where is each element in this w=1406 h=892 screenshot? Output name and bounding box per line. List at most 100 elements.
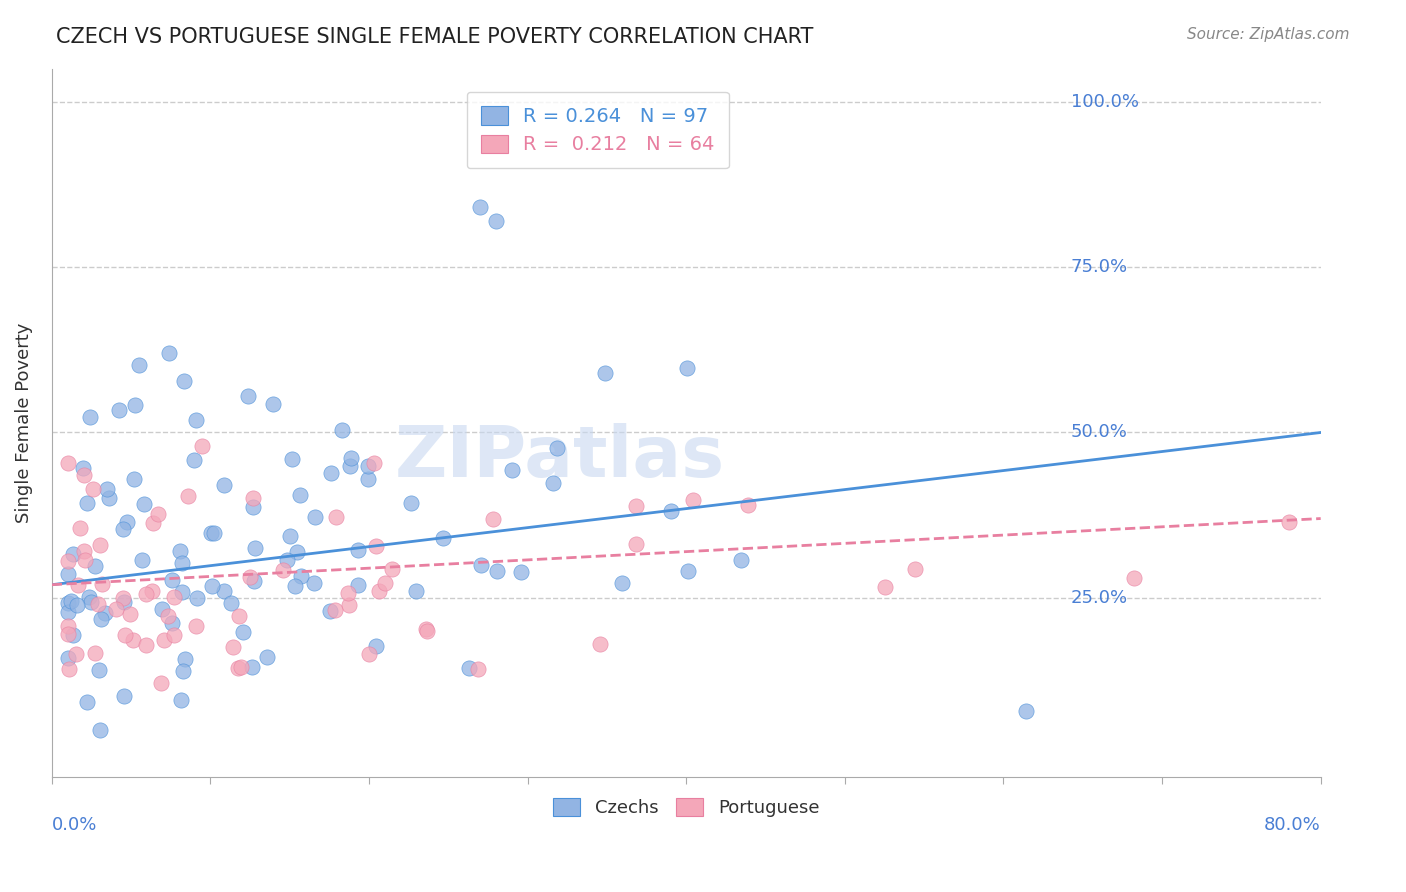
- Portuguese: [163, 627, 186, 641]
- Czechs: [201, 579, 224, 593]
- Portuguese: [56, 627, 79, 641]
- Czechs: [170, 556, 193, 570]
- Czechs: [319, 604, 342, 618]
- Czechs: [659, 504, 682, 518]
- Czechs: [366, 639, 388, 653]
- Czechs: [256, 650, 278, 665]
- Czechs: [59, 594, 82, 608]
- Portuguese: [163, 591, 186, 605]
- Portuguese: [229, 660, 252, 674]
- Czechs: [236, 389, 259, 403]
- Portuguese: [1278, 515, 1301, 529]
- Portuguese: [91, 577, 114, 591]
- Portuguese: [368, 583, 391, 598]
- Portuguese: [363, 457, 385, 471]
- Czechs: [84, 558, 107, 573]
- Czechs: [62, 547, 84, 561]
- Czechs: [610, 576, 633, 591]
- Czechs: [276, 553, 298, 567]
- Portuguese: [323, 603, 346, 617]
- Czechs: [76, 695, 98, 709]
- Text: 50.0%: 50.0%: [1071, 424, 1128, 442]
- Portuguese: [153, 633, 176, 648]
- Czechs: [281, 451, 304, 466]
- Czechs: [468, 201, 491, 215]
- Czechs: [399, 496, 422, 510]
- Text: 0.0%: 0.0%: [52, 815, 97, 833]
- Czechs: [170, 585, 193, 599]
- Czechs: [510, 566, 533, 580]
- Czechs: [94, 606, 117, 620]
- Czechs: [183, 452, 205, 467]
- Czechs: [87, 664, 110, 678]
- Czechs: [56, 566, 79, 581]
- Czechs: [546, 441, 568, 455]
- Czechs: [242, 574, 264, 589]
- Czechs: [347, 543, 370, 558]
- Czechs: [676, 360, 699, 375]
- Text: ZIPatlas: ZIPatlas: [394, 424, 724, 492]
- Czechs: [458, 660, 481, 674]
- Czechs: [200, 525, 222, 540]
- Portuguese: [157, 608, 180, 623]
- Czechs: [76, 496, 98, 510]
- Czechs: [1015, 704, 1038, 718]
- Portuguese: [150, 675, 173, 690]
- Portuguese: [87, 597, 110, 611]
- Portuguese: [416, 624, 439, 639]
- Czechs: [56, 596, 79, 610]
- Czechs: [89, 723, 111, 738]
- Czechs: [346, 577, 368, 591]
- Czechs: [90, 612, 112, 626]
- Czechs: [242, 500, 264, 514]
- Text: Source: ZipAtlas.com: Source: ZipAtlas.com: [1187, 27, 1350, 42]
- Portuguese: [228, 609, 250, 624]
- Portuguese: [626, 537, 648, 551]
- Czechs: [593, 366, 616, 380]
- Y-axis label: Single Female Poverty: Single Female Poverty: [15, 322, 32, 523]
- Portuguese: [222, 640, 245, 654]
- Portuguese: [682, 493, 704, 508]
- Czechs: [80, 595, 103, 609]
- Czechs: [357, 459, 380, 474]
- Czechs: [77, 590, 100, 604]
- Czechs: [173, 375, 195, 389]
- Portuguese: [114, 627, 136, 641]
- Portuguese: [186, 619, 208, 633]
- Portuguese: [589, 637, 612, 651]
- Czechs: [285, 545, 308, 559]
- Portuguese: [56, 553, 79, 567]
- Portuguese: [1123, 571, 1146, 585]
- Portuguese: [624, 499, 647, 513]
- Portuguese: [337, 599, 360, 613]
- Czechs: [730, 553, 752, 567]
- Czechs: [128, 358, 150, 372]
- Portuguese: [135, 638, 157, 652]
- Czechs: [405, 584, 427, 599]
- Portuguese: [337, 586, 360, 600]
- Czechs: [122, 472, 145, 486]
- Portuguese: [56, 456, 79, 470]
- Czechs: [214, 583, 236, 598]
- Portuguese: [58, 663, 80, 677]
- Czechs: [290, 569, 312, 583]
- Portuguese: [242, 491, 264, 506]
- Czechs: [278, 529, 301, 543]
- Czechs: [157, 346, 180, 360]
- Portuguese: [467, 662, 489, 676]
- Czechs: [79, 410, 101, 425]
- Czechs: [304, 510, 326, 524]
- Czechs: [340, 450, 363, 465]
- Czechs: [112, 690, 135, 704]
- Portuguese: [65, 647, 87, 661]
- Czechs: [97, 491, 120, 505]
- Portuguese: [177, 489, 200, 503]
- Czechs: [339, 458, 361, 473]
- Text: 75.0%: 75.0%: [1071, 258, 1128, 276]
- Portuguese: [364, 540, 387, 554]
- Czechs: [108, 403, 131, 417]
- Czechs: [262, 396, 284, 410]
- Portuguese: [89, 538, 111, 552]
- Czechs: [219, 596, 242, 610]
- Czechs: [470, 558, 492, 572]
